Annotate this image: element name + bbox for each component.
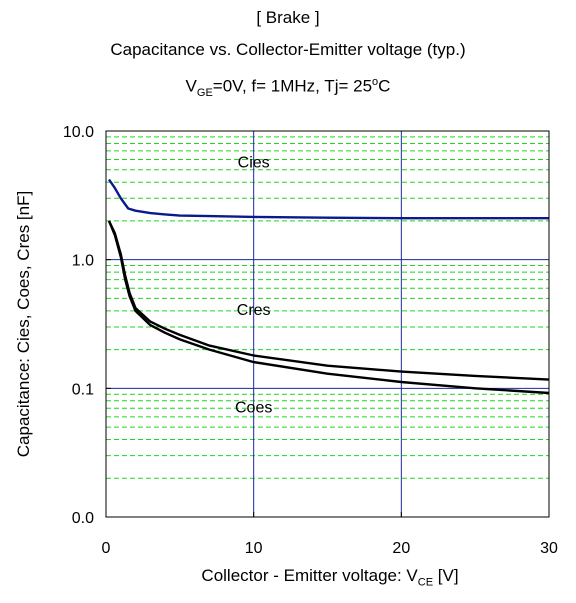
series-annotations: Cies Cres Coes xyxy=(235,155,272,417)
x-axis-label: Collector - Emitter voltage: VCE [V] xyxy=(100,566,560,588)
y-tick-label: 1.0 xyxy=(72,253,94,270)
x-tick-label: 10 xyxy=(245,540,263,557)
conditions-text: =0V, f= 1MHz, Tj= 25 xyxy=(212,76,373,96)
series-lines xyxy=(107,178,550,395)
chart-title: [ Brake ] xyxy=(256,8,320,27)
x-tick-label: 20 xyxy=(392,540,410,557)
x-axis-label-prefix: Collector - Emitter voltage: V xyxy=(201,566,418,585)
degree-symbol: o xyxy=(372,76,379,88)
y-axis-label: Capacitance: Cies, Coes, Cres [nF] xyxy=(14,190,33,458)
y-tick-label: 0.1 xyxy=(72,381,94,398)
temperature-unit: C xyxy=(378,76,391,96)
annotation-coes: Coes xyxy=(235,399,272,416)
series-line-coes xyxy=(107,220,550,395)
y-tick-label: 0.0 xyxy=(72,510,94,527)
axis-ticks: 0.0 0.1 1.0 10.0 0 10 20 30 xyxy=(63,124,558,557)
vge-subscript: GE xyxy=(196,87,213,100)
series-line-cres xyxy=(107,220,550,381)
annotation-cies: Cies xyxy=(238,155,270,172)
x-axis-label-suffix: [V] xyxy=(433,566,459,585)
chart-conditions: VGE=0V, f= 1MHz, Tj= 25oC xyxy=(0,76,576,99)
x-tick-label: 0 xyxy=(102,540,111,557)
y-tick-label: 10.0 xyxy=(63,124,94,141)
major-gridlines xyxy=(106,131,549,517)
x-tick-label: 30 xyxy=(540,540,558,557)
minor-gridlines xyxy=(106,136,549,479)
vge-prefix: V xyxy=(185,76,197,96)
plot-frame xyxy=(105,130,550,518)
series-line-cies xyxy=(108,178,549,220)
x-axis-label-subscript: CE xyxy=(417,576,434,589)
annotation-cres: Cres xyxy=(237,302,271,319)
chart-subtitle: Capacitance vs. Collector-Emitter voltag… xyxy=(110,40,466,59)
